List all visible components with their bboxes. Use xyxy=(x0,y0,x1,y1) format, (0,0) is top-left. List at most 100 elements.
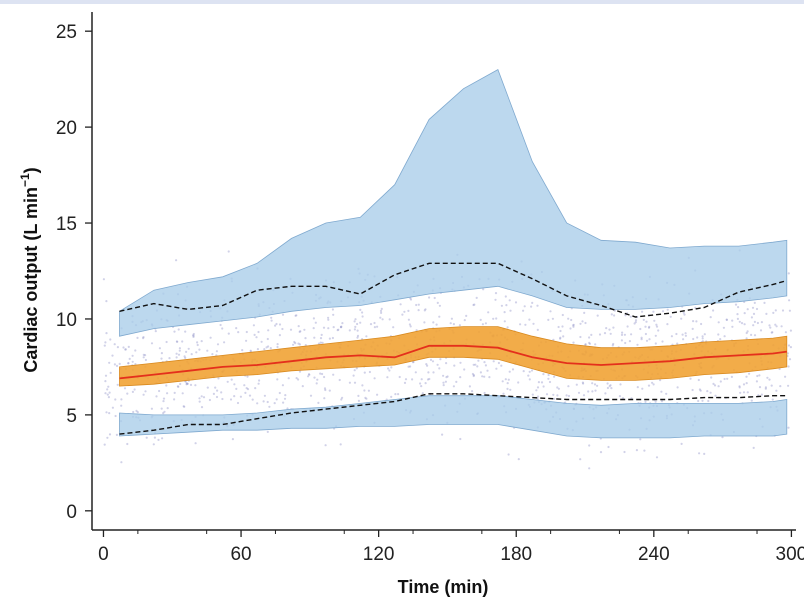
scatter-point xyxy=(426,378,430,381)
scatter-point xyxy=(281,384,284,387)
scatter-point xyxy=(369,323,373,326)
scatter-point xyxy=(697,378,700,382)
scatter-point xyxy=(331,336,334,340)
scatter-point xyxy=(501,380,504,383)
scatter-point xyxy=(758,374,761,377)
scatter-point xyxy=(198,348,201,351)
scatter-point xyxy=(368,370,371,374)
scatter-point xyxy=(535,389,538,392)
scatter-point xyxy=(215,350,218,353)
scatter-point xyxy=(482,288,485,291)
scatter-point xyxy=(577,391,581,394)
scatter-point xyxy=(572,324,575,327)
scatter-point xyxy=(647,326,651,329)
scatter-point xyxy=(725,318,728,321)
scatter-point xyxy=(394,393,397,396)
scatter-point xyxy=(352,374,355,377)
scatter-point xyxy=(251,398,254,401)
y-axis-title-close: ) xyxy=(21,167,41,173)
scatter-point xyxy=(229,398,233,401)
scatter-point xyxy=(562,335,565,338)
scatter-point xyxy=(445,362,448,365)
scatter-point xyxy=(739,391,742,394)
scatter-point xyxy=(253,333,256,336)
scatter-point xyxy=(707,399,710,403)
scatter-point xyxy=(175,340,178,343)
scatter-point xyxy=(530,305,533,308)
scatter-point xyxy=(144,358,147,362)
scatter-point xyxy=(181,392,184,395)
scatter-point xyxy=(582,394,586,397)
scatter-point xyxy=(267,345,270,348)
scatter-point xyxy=(249,349,252,352)
y-axis-title: Cardiac output (L min−1) xyxy=(18,167,41,372)
scatter-point xyxy=(124,348,127,351)
scatter-point xyxy=(244,391,247,394)
scatter-point xyxy=(295,314,298,317)
scatter-point xyxy=(706,390,709,393)
scatter-point xyxy=(703,333,706,336)
scatter-point xyxy=(365,397,368,400)
scatter-point xyxy=(317,401,320,404)
scatter-point xyxy=(182,405,185,408)
scatter-point xyxy=(276,345,279,349)
x-tick-label: 0 xyxy=(98,544,109,565)
scatter-point xyxy=(756,374,759,378)
scatter-point xyxy=(775,389,778,392)
scatter-point xyxy=(357,399,360,402)
scatter-point xyxy=(737,306,740,309)
scatter-point xyxy=(661,310,665,313)
scatter-point xyxy=(697,399,700,403)
scatter-point xyxy=(506,326,509,329)
scatter-point xyxy=(158,347,161,350)
scatter-point xyxy=(524,323,527,326)
scatter-point xyxy=(714,394,717,397)
scatter-point xyxy=(165,384,168,387)
scatter-point xyxy=(114,398,117,401)
scatter-point xyxy=(442,384,445,387)
scatter-point xyxy=(582,382,585,385)
scatter-point xyxy=(292,343,295,346)
scatter-point xyxy=(357,394,360,397)
scatter-point xyxy=(505,304,508,307)
y-tick-label: 5 xyxy=(66,406,77,427)
scatter-point xyxy=(774,323,777,326)
scatter-point xyxy=(766,376,769,379)
scatter-point xyxy=(399,303,402,306)
scatter-point xyxy=(111,354,114,357)
scatter-point xyxy=(417,303,420,306)
scatter-point xyxy=(547,373,550,377)
scatter-point xyxy=(519,323,522,326)
scatter-point xyxy=(363,371,366,374)
scatter-point xyxy=(104,380,107,383)
x-tick-label: 60 xyxy=(230,544,251,565)
scatter-point xyxy=(787,426,790,429)
scatter-point xyxy=(644,400,647,403)
scatter-point xyxy=(417,309,420,312)
scatter-point xyxy=(313,376,316,379)
scatter-point xyxy=(492,360,495,363)
scatter-point xyxy=(701,337,704,340)
scatter-point xyxy=(628,340,632,343)
scatter-point xyxy=(552,393,555,396)
scatter-point xyxy=(339,325,342,329)
scatter-point xyxy=(328,337,331,340)
scatter-point xyxy=(392,326,395,329)
scatter-point xyxy=(339,443,342,446)
scatter-point xyxy=(219,323,222,327)
scatter-point xyxy=(620,339,624,342)
scatter-point xyxy=(227,332,230,335)
scatter-point xyxy=(531,393,534,396)
scatter-point xyxy=(245,330,248,334)
scatter-point xyxy=(682,338,685,341)
scatter-point xyxy=(176,340,179,343)
y-tick-label: 10 xyxy=(56,310,77,331)
scatter-point xyxy=(195,351,198,354)
scatter-point xyxy=(548,380,552,384)
scatter-point xyxy=(175,356,178,359)
scatter-point xyxy=(588,342,592,345)
scatter-point xyxy=(588,444,591,447)
scatter-point xyxy=(654,342,657,345)
scatter-point xyxy=(412,361,415,364)
scatter-point xyxy=(695,320,698,323)
